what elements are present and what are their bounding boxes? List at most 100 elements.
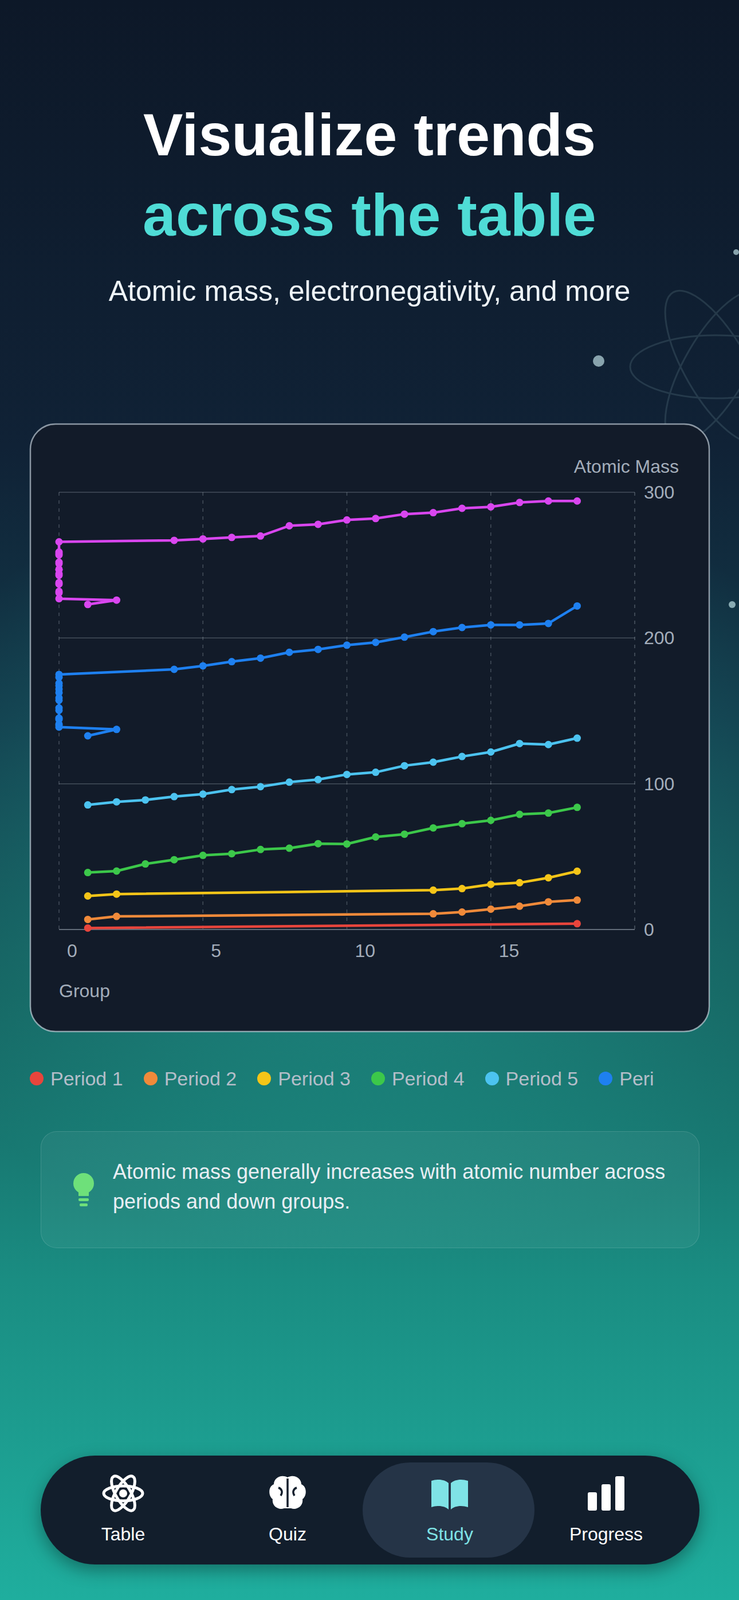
icon-orbit: [103, 1485, 143, 1501]
series-point: [544, 497, 553, 505]
series-point: [516, 498, 524, 506]
y-tick-label: 300: [643, 481, 675, 503]
series-point: [544, 619, 553, 627]
nav-item[interactable]: Progress: [537, 1455, 675, 1564]
series-point: [55, 714, 64, 722]
series-point: [486, 502, 495, 511]
series-point: [228, 657, 236, 666]
series-point: [285, 844, 294, 852]
series-point: [371, 832, 380, 841]
series-point: [573, 867, 581, 875]
series-line: [59, 500, 578, 605]
series-point: [141, 795, 149, 804]
series-point: [256, 782, 265, 790]
x-range-end: [634, 492, 636, 930]
bulb-base: [79, 1203, 88, 1206]
legend-item: Period 3: [257, 1066, 351, 1091]
series-point: [285, 648, 294, 656]
sparkle: [728, 600, 736, 608]
nav-label: Study: [380, 1522, 519, 1545]
series-point: [170, 855, 179, 864]
series-point: [112, 912, 121, 921]
x-axis-title: Group: [59, 980, 110, 1001]
nav-icon: [426, 1469, 473, 1516]
series-point: [458, 819, 466, 828]
legend-swatch: [598, 1071, 613, 1086]
legend-swatch: [257, 1071, 271, 1086]
icon-page: [450, 1479, 469, 1509]
series-point: [516, 810, 524, 819]
series-point: [429, 823, 438, 832]
series-point: [84, 600, 92, 608]
icon-bar: [601, 1483, 611, 1511]
series-point: [112, 890, 121, 898]
series-point: [343, 770, 351, 778]
series-point: [486, 816, 495, 824]
icon-bar: [615, 1475, 625, 1511]
series-point: [486, 880, 495, 888]
plot-area: [55, 497, 582, 932]
legend-label: Peri: [619, 1066, 654, 1091]
title-line-1: Visualize trends: [0, 101, 739, 168]
icon-orbit: [107, 1472, 140, 1514]
nav-item[interactable]: Study: [380, 1455, 519, 1564]
series-point: [573, 803, 581, 811]
series-point: [84, 891, 92, 900]
series-point: [55, 548, 64, 556]
y-tick-label: 100: [643, 773, 675, 794]
legend-label: Period 3: [277, 1066, 351, 1091]
series-point: [314, 520, 322, 528]
series-point: [429, 627, 438, 636]
series-point: [228, 533, 236, 541]
series-point: [516, 620, 524, 629]
series-point: [516, 878, 524, 887]
series-point: [458, 504, 466, 512]
legend: Period 1Period 2Period 3Period 4Period 5…: [29, 1066, 655, 1091]
series-point: [112, 867, 121, 875]
sparkle: [733, 249, 739, 255]
series-point: [228, 849, 236, 858]
series-point: [401, 510, 409, 518]
series-point: [170, 792, 179, 801]
legend-label: Period 4: [391, 1066, 465, 1091]
series-point: [199, 789, 207, 798]
series-point: [84, 924, 92, 932]
icon-page: [431, 1479, 449, 1509]
nav-item[interactable]: Quiz: [218, 1455, 357, 1564]
series-point: [429, 909, 438, 918]
nav-icon: [100, 1469, 147, 1516]
series-line: [59, 605, 578, 736]
subtitle: Atomic mass, electronegativity, and more: [0, 273, 739, 309]
series-point: [55, 588, 64, 597]
series-point: [199, 661, 207, 670]
series-point: [371, 514, 380, 522]
x-tick-label: 5: [210, 940, 222, 961]
icon-brain: [269, 1475, 306, 1509]
series-point: [112, 798, 121, 806]
legend-swatch: [485, 1071, 499, 1086]
tip-text: Atomic mass generally increases with ato…: [112, 1156, 680, 1217]
series-point: [256, 845, 265, 854]
series-point: [458, 907, 466, 916]
series-point: [573, 895, 581, 904]
series-point: [55, 704, 64, 712]
series-line: [87, 807, 577, 873]
y-tick-label: 200: [643, 627, 675, 648]
bottom-nav: TableQuiz Study Progress: [40, 1455, 700, 1564]
series-point: [544, 740, 553, 749]
series-point: [170, 536, 179, 544]
x-tick-label: 15: [498, 940, 520, 961]
nav-item[interactable]: Table: [54, 1455, 192, 1564]
icon-nucleus: [119, 1488, 128, 1497]
series-point: [228, 785, 236, 793]
series-point: [314, 645, 322, 654]
x-grid-line: [202, 492, 204, 930]
series-line: [87, 923, 577, 929]
series-point: [429, 758, 438, 766]
title-line-2: across the table: [0, 182, 739, 248]
series-point: [314, 839, 322, 848]
series-point: [371, 638, 380, 646]
y-grid-line: [59, 928, 635, 930]
series-point: [486, 905, 495, 913]
series-point: [256, 532, 265, 540]
